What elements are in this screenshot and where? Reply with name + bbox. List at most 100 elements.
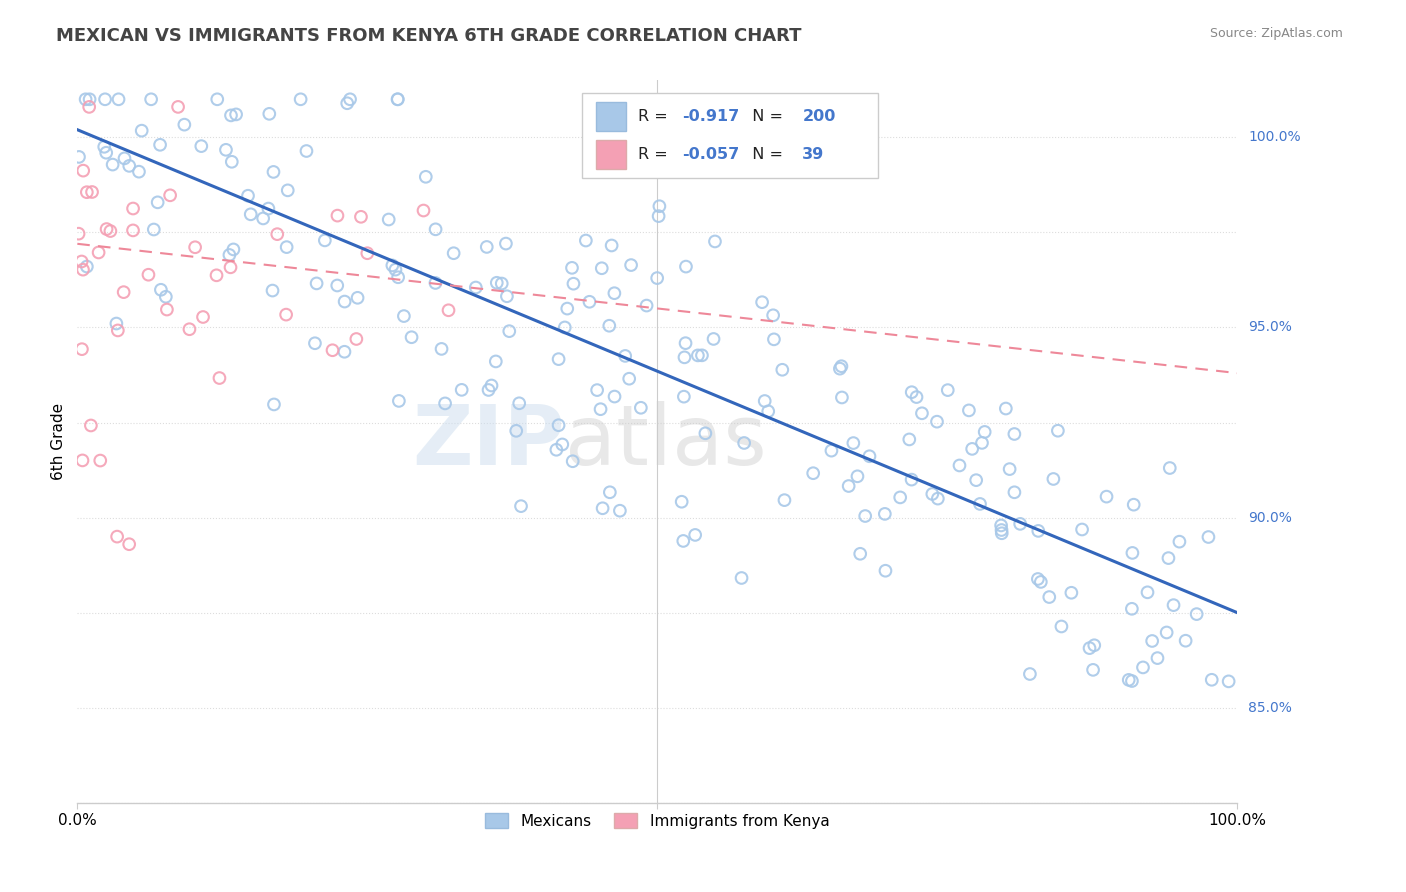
Text: 90.0%: 90.0% xyxy=(1249,510,1292,524)
Point xyxy=(464,280,486,294)
Point xyxy=(620,258,643,272)
Point xyxy=(1060,586,1083,600)
Point xyxy=(733,436,755,450)
Point xyxy=(636,299,658,313)
Point xyxy=(936,383,959,397)
Point xyxy=(973,425,995,439)
Point xyxy=(146,195,169,210)
Point xyxy=(266,227,288,242)
Text: -0.917: -0.917 xyxy=(682,109,740,124)
Point xyxy=(853,509,876,524)
Point xyxy=(80,185,103,199)
Point xyxy=(415,169,437,184)
Point xyxy=(225,107,247,121)
Point xyxy=(1078,641,1101,656)
Point xyxy=(598,318,620,333)
Point xyxy=(927,491,949,506)
Point xyxy=(101,158,124,172)
Point xyxy=(1168,534,1191,549)
Point xyxy=(1146,651,1168,665)
Point xyxy=(603,390,626,404)
Point xyxy=(96,145,118,160)
Point xyxy=(630,401,652,415)
Point xyxy=(1197,530,1219,544)
Point xyxy=(830,359,852,374)
Point xyxy=(589,402,612,417)
Point xyxy=(703,332,725,346)
Point xyxy=(114,152,136,166)
Point xyxy=(820,443,842,458)
Point xyxy=(350,210,373,224)
Point xyxy=(425,222,447,236)
Point xyxy=(1136,585,1159,599)
Point xyxy=(686,348,709,362)
Point xyxy=(344,332,367,346)
Point xyxy=(430,342,453,356)
Point xyxy=(905,390,928,404)
Point xyxy=(921,487,943,501)
Point xyxy=(645,271,668,285)
Point xyxy=(218,248,240,262)
Point xyxy=(1038,590,1060,604)
Point xyxy=(675,336,697,351)
Point xyxy=(80,418,103,433)
Point xyxy=(215,143,238,157)
Point xyxy=(412,203,434,218)
Point xyxy=(858,449,880,463)
Point xyxy=(401,330,423,344)
Point xyxy=(561,454,583,468)
Point xyxy=(67,227,90,241)
FancyBboxPatch shape xyxy=(596,140,626,169)
Point xyxy=(321,343,344,358)
Point xyxy=(1218,674,1240,689)
Point xyxy=(333,294,356,309)
Point xyxy=(149,283,172,297)
Point xyxy=(105,530,128,544)
Point xyxy=(695,426,717,441)
Y-axis label: 6th Grade: 6th Grade xyxy=(51,403,66,480)
Point xyxy=(1118,673,1140,687)
Point xyxy=(828,361,851,376)
Point xyxy=(1083,638,1105,652)
Point xyxy=(990,523,1012,537)
Point xyxy=(208,371,231,385)
Point xyxy=(603,286,626,301)
Text: atlas: atlas xyxy=(565,401,766,482)
Point xyxy=(619,372,641,386)
Point xyxy=(900,385,922,400)
Point xyxy=(965,473,987,487)
Point xyxy=(236,188,259,202)
Point xyxy=(600,238,623,252)
Point xyxy=(505,424,527,438)
Point xyxy=(205,268,228,283)
Point xyxy=(384,262,406,277)
Point xyxy=(118,537,141,551)
Point xyxy=(1026,524,1049,538)
Point xyxy=(960,442,983,456)
Point xyxy=(105,317,128,331)
Text: ZIP: ZIP xyxy=(412,401,565,482)
Point xyxy=(262,284,284,298)
Point xyxy=(591,261,613,276)
Point xyxy=(831,391,853,405)
Point xyxy=(239,207,262,221)
Point xyxy=(190,139,212,153)
Point xyxy=(586,383,609,397)
Point xyxy=(554,320,576,334)
Point xyxy=(1121,602,1143,616)
Point xyxy=(948,458,970,473)
Point xyxy=(970,436,993,450)
Point xyxy=(770,363,793,377)
Point xyxy=(838,479,860,493)
Point xyxy=(683,528,706,542)
Point xyxy=(1121,546,1143,560)
Point xyxy=(485,354,508,368)
Point xyxy=(263,165,285,179)
Text: MEXICAN VS IMMIGRANTS FROM KENYA 6TH GRADE CORRELATION CHART: MEXICAN VS IMMIGRANTS FROM KENYA 6TH GRA… xyxy=(56,27,801,45)
Point xyxy=(333,344,356,359)
Point xyxy=(100,224,122,238)
Point xyxy=(387,92,409,106)
Text: 100.0%: 100.0% xyxy=(1249,130,1301,145)
Point xyxy=(159,188,181,202)
Point xyxy=(314,233,336,247)
